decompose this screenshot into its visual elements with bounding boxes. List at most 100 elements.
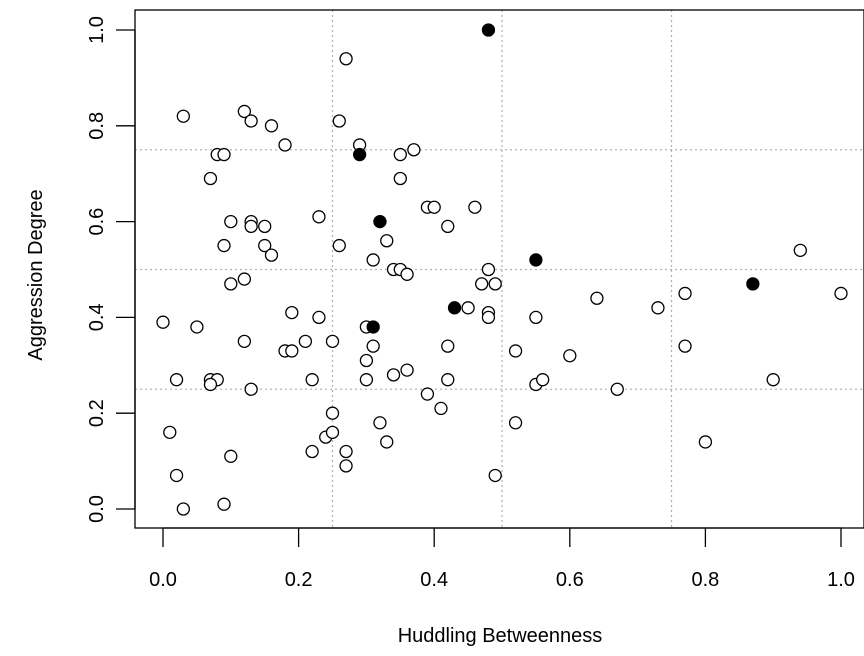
open-point [366, 253, 380, 267]
open-point [373, 416, 387, 430]
open-point [285, 344, 299, 358]
open-point [258, 219, 272, 234]
open-point [427, 200, 441, 214]
open-point [217, 497, 231, 511]
open-point [766, 373, 780, 387]
open-point [203, 377, 218, 392]
filled-point [366, 320, 380, 334]
x-tick-label: 1.0 [827, 569, 855, 591]
open-point [244, 114, 258, 128]
x-axis-label: Huddling Betweenness [398, 625, 603, 647]
open-point [224, 277, 238, 291]
x-tick-label: 0.4 [420, 569, 448, 591]
open-point [217, 238, 231, 253]
y-tick-label: 0.0 [86, 495, 108, 523]
open-point [481, 310, 496, 325]
filled-point [447, 301, 462, 315]
x-tick-label: 0.0 [149, 569, 177, 591]
open-point [325, 425, 340, 440]
x-tick-label: 0.2 [285, 569, 313, 591]
open-point [380, 435, 394, 449]
open-point [237, 272, 252, 286]
open-point [834, 286, 848, 301]
x-tick-label: 0.6 [556, 569, 584, 591]
open-point [176, 109, 190, 123]
filled-point [352, 147, 367, 162]
filled-point [529, 253, 543, 267]
filled-point [746, 277, 760, 291]
open-point [224, 214, 238, 229]
open-point [468, 200, 482, 214]
x-tick-label: 0.8 [691, 569, 719, 591]
open-point [481, 262, 496, 277]
open-point [563, 349, 577, 363]
open-point [441, 219, 455, 234]
open-point [441, 373, 455, 387]
open-point [590, 291, 604, 305]
y-axis-label: Aggression Degree [25, 189, 47, 360]
open-point [434, 401, 448, 416]
open-point [508, 416, 523, 430]
open-point [488, 277, 502, 291]
open-point [651, 301, 665, 315]
open-point [366, 339, 380, 353]
open-point [461, 301, 475, 315]
y-tick-label: 0.2 [86, 399, 108, 427]
open-point [237, 104, 252, 119]
open-point [244, 382, 258, 396]
open-point [610, 382, 624, 396]
open-point [359, 353, 374, 368]
open-point [190, 320, 204, 334]
open-point [176, 502, 190, 516]
open-point [264, 248, 279, 262]
open-point [386, 368, 401, 382]
open-point [156, 315, 170, 329]
open-point [264, 119, 279, 133]
open-point [298, 334, 313, 349]
open-point [475, 277, 489, 291]
open-point [441, 339, 455, 353]
filled-point [481, 23, 496, 37]
y-axis: 0.0 0.2 0.4 0.6 0.8 1.0 [86, 16, 136, 523]
open-point [400, 363, 414, 377]
open-point [339, 459, 353, 473]
open-point [305, 444, 319, 459]
open-point [325, 334, 340, 349]
open-point [203, 171, 218, 186]
filled-point [373, 214, 387, 229]
open-point [325, 406, 340, 420]
open-point [332, 114, 346, 128]
open-point [339, 444, 353, 459]
open-point [278, 138, 292, 152]
open-point [488, 468, 502, 483]
data-points [156, 23, 848, 516]
open-point [169, 373, 184, 387]
open-point [536, 373, 550, 387]
y-tick-label: 0.8 [86, 112, 108, 140]
x-axis: 0.0 0.2 0.4 0.6 0.8 1.0 [149, 527, 855, 591]
open-point [529, 310, 543, 325]
open-point [380, 234, 394, 248]
open-point [217, 147, 231, 162]
open-point [400, 267, 414, 281]
open-point [393, 171, 407, 186]
open-point [359, 373, 374, 387]
open-point [244, 219, 258, 234]
open-point [285, 305, 299, 320]
open-point [305, 373, 319, 387]
open-point [312, 310, 326, 325]
open-point [407, 143, 421, 157]
open-point [332, 238, 346, 253]
open-point [420, 387, 435, 401]
y-tick-label: 0.6 [86, 208, 108, 236]
y-tick-label: 0.4 [86, 303, 108, 331]
y-tick-label: 1.0 [86, 16, 108, 44]
open-point [698, 435, 713, 449]
open-point [678, 286, 692, 301]
open-point [393, 147, 407, 162]
open-point [678, 339, 692, 353]
open-point [169, 468, 184, 483]
open-point [793, 243, 807, 257]
